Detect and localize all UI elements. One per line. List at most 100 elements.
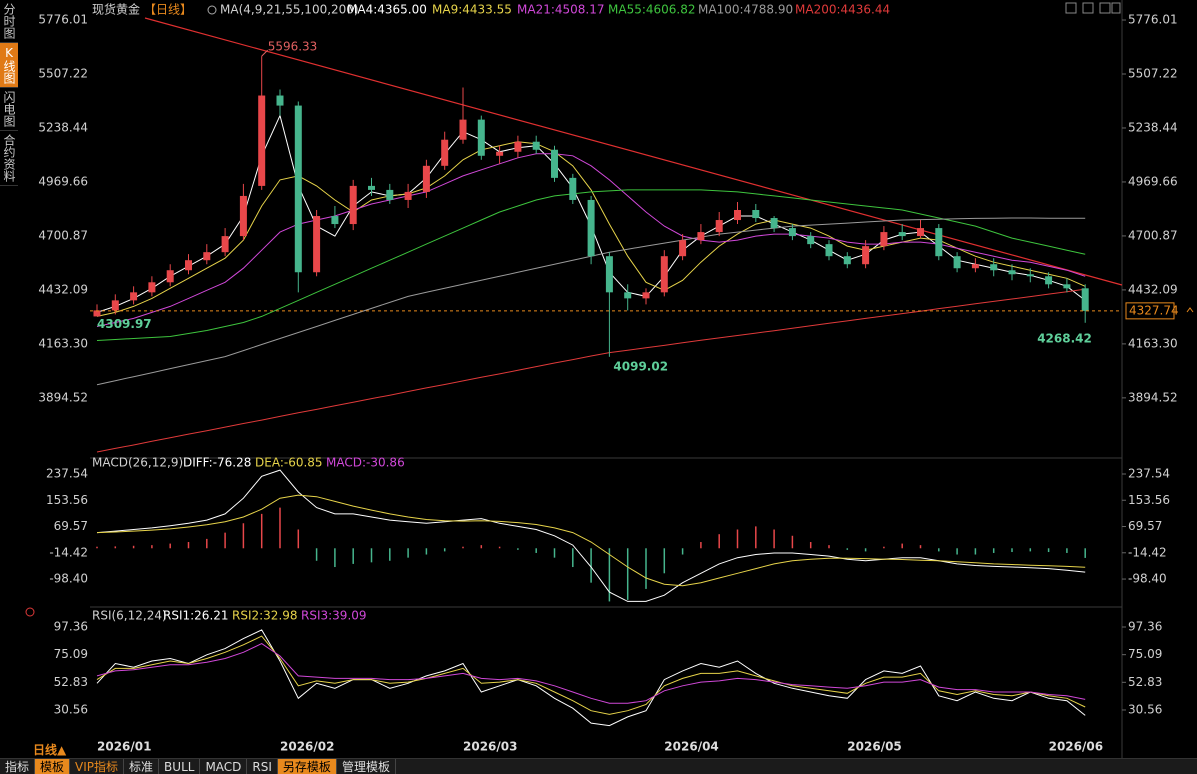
legend-icon[interactable] (207, 5, 217, 15)
y-tick-label: 30.56 (1128, 702, 1162, 716)
candle-body (880, 232, 888, 247)
candle-body (258, 95, 266, 186)
candle-body (477, 119, 485, 156)
toolbar-item[interactable]: MACD (200, 759, 248, 774)
indicator-icon[interactable] (25, 607, 35, 617)
annotation: 5596.33 (268, 40, 318, 54)
candle-body (569, 177, 577, 200)
legend-entry: MA55:4606.82 (608, 3, 696, 17)
candle-body (605, 256, 613, 293)
candle-body (532, 141, 540, 150)
candle-body (898, 232, 906, 237)
y-tick-label: 4432.09 (1128, 282, 1178, 296)
y-tick-label: -98.40 (49, 572, 88, 586)
legend-entry: MA21:4508.17 (517, 3, 605, 17)
toolbar-item[interactable]: 标准 (124, 759, 160, 774)
icon[interactable] (1099, 2, 1111, 14)
y-tick-label: 237.54 (46, 466, 88, 480)
legend-title: MA(4,9,21,55,100,200) (220, 3, 359, 17)
toolbar-item[interactable]: RSI (247, 759, 278, 774)
candle-body (221, 236, 229, 253)
candle-body (734, 209, 741, 221)
legend-entry: MA200:4436.44 (795, 3, 890, 17)
toolbar-item[interactable]: 指标 (0, 759, 36, 774)
annotation: 4268.42 (1037, 331, 1092, 345)
y-tick-label: 5776.01 (1128, 13, 1178, 27)
x-tick-label: 2026/01 (97, 740, 151, 754)
tab[interactable]: 分时图 (0, 0, 18, 43)
y-tick-label: 153.56 (1128, 493, 1170, 507)
candle-body (111, 300, 119, 311)
candle-body (331, 216, 339, 225)
y-tick-label: 4969.66 (1128, 174, 1178, 188)
chart: 现货黄金 【日线】 MA(4,9,21,55,100,200) MACD(26,… (25, 0, 1194, 758)
candle-body (807, 236, 815, 245)
y-tick-label: 4969.66 (38, 174, 88, 188)
window-controls (1065, 2, 1121, 14)
candle-body (971, 264, 979, 269)
x-tick-label: 2026/05 (847, 740, 901, 754)
toolbar-item[interactable]: 管理模板 (337, 759, 396, 774)
candle-body (239, 195, 247, 237)
series-line (96, 629, 1086, 727)
current-price-label: 4327.74 (1129, 303, 1179, 317)
candle-body (496, 151, 504, 156)
legend-entry: DIFF:-76.28 (183, 456, 251, 470)
tab[interactable]: 闪电图 (0, 88, 18, 131)
candle-body (917, 228, 924, 237)
candle-body (185, 260, 192, 271)
candle-body (1063, 284, 1071, 289)
candle-body (294, 105, 302, 273)
candle-body (752, 209, 760, 219)
period-selector[interactable]: 日线▲ (33, 743, 67, 757)
series-line (96, 494, 1086, 587)
candle-body (990, 264, 998, 271)
candle-body (276, 95, 284, 106)
candle-body (642, 292, 650, 299)
y-tick-label: 52.83 (1128, 675, 1162, 689)
toolbar-item[interactable]: VIP指标 (70, 759, 125, 774)
toolbar-item[interactable]: 另存模板 (277, 759, 337, 774)
candle-body (551, 149, 558, 178)
candle-body (1008, 270, 1016, 275)
candle-body (825, 244, 833, 257)
y-tick-label: 5238.44 (1128, 120, 1178, 134)
series-line (96, 189, 1086, 341)
annotation-leader (261, 49, 269, 57)
panel-title: MACD(26,12,9) (92, 456, 183, 470)
y-tick-label: 5238.44 (38, 120, 88, 134)
candle-body (422, 165, 430, 192)
y-tick-label: 75.09 (1128, 647, 1162, 661)
y-tick-label: -98.40 (1128, 572, 1167, 586)
tab[interactable]: K线图 (0, 43, 18, 88)
icon[interactable] (1065, 2, 1077, 14)
candle-body (1045, 276, 1053, 285)
candle-body (441, 139, 449, 166)
toolbar-item[interactable]: BULL (159, 759, 201, 774)
candle-body (715, 220, 723, 233)
legend-entry: MACD:-30.86 (326, 456, 405, 470)
tab[interactable]: 合约资料 (0, 131, 18, 186)
y-tick-label: 97.36 (54, 620, 88, 634)
icon[interactable] (1111, 2, 1121, 14)
y-tick-label: 153.56 (46, 493, 88, 507)
candle-body (679, 240, 687, 257)
series-line (96, 153, 1086, 327)
y-tick-label: 4432.09 (38, 282, 88, 296)
y-tick-label: -14.42 (49, 545, 88, 559)
x-tick-label: 2026/03 (463, 740, 517, 754)
y-tick-label: 4163.30 (1128, 336, 1178, 350)
candle-body (1081, 288, 1089, 311)
annotation: 4309.97 (97, 317, 152, 331)
y-tick-label: 5507.22 (38, 66, 88, 80)
x-tick-label: 2026/04 (664, 740, 718, 754)
icon[interactable] (1082, 2, 1094, 14)
chart-title: 现货黄金 (92, 2, 140, 17)
candle-body (386, 189, 394, 200)
candle-body (660, 256, 668, 293)
candle-body (953, 256, 961, 269)
x-tick-label: 2026/06 (1049, 740, 1103, 754)
toolbar-item[interactable]: 模板 (35, 759, 71, 774)
candle-body (148, 282, 156, 293)
